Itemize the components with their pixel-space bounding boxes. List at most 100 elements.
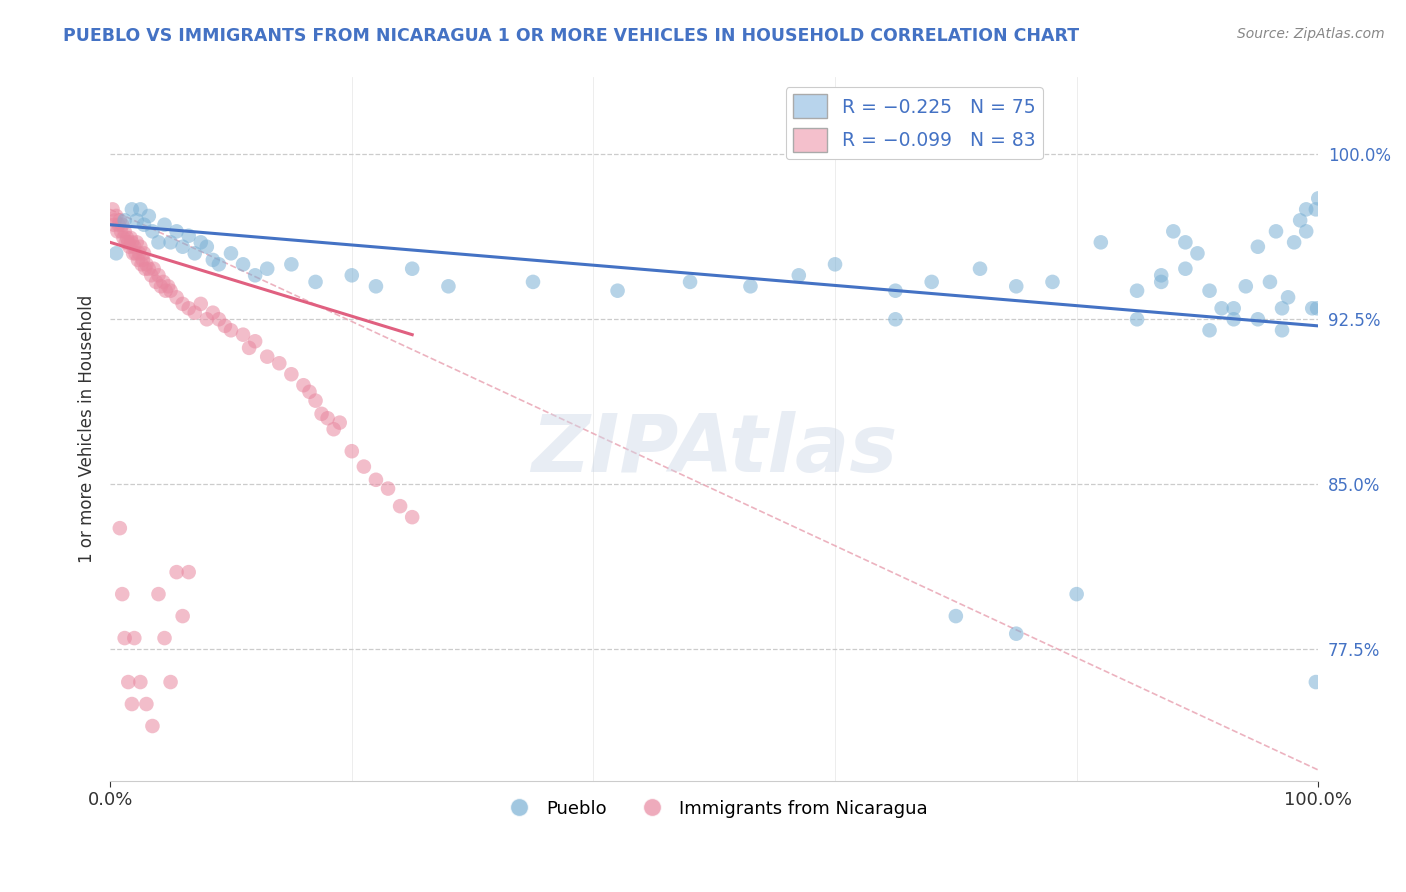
Point	[1308, 191, 1330, 205]
Point	[1066, 587, 1088, 601]
Point	[1247, 312, 1270, 326]
Point	[1198, 284, 1220, 298]
Point	[132, 218, 155, 232]
Point	[105, 246, 128, 260]
Point	[122, 246, 145, 260]
Point	[117, 675, 139, 690]
Point	[1005, 279, 1028, 293]
Point	[219, 323, 242, 337]
Point	[1005, 626, 1028, 640]
Point	[340, 444, 363, 458]
Point	[1271, 301, 1294, 316]
Point	[1271, 323, 1294, 337]
Point	[1247, 240, 1270, 254]
Point	[329, 416, 352, 430]
Point	[153, 218, 176, 232]
Point	[105, 209, 128, 223]
Point	[172, 297, 194, 311]
Point	[149, 279, 172, 293]
Point	[969, 261, 991, 276]
Point	[183, 246, 205, 260]
Point	[195, 240, 218, 254]
Point	[1305, 202, 1327, 217]
Point	[353, 459, 375, 474]
Point	[219, 246, 242, 260]
Point	[1234, 279, 1257, 293]
Point	[1282, 235, 1305, 250]
Point	[679, 275, 702, 289]
Point	[364, 279, 387, 293]
Point	[1090, 235, 1112, 250]
Point	[364, 473, 387, 487]
Point	[787, 268, 810, 283]
Point	[522, 275, 544, 289]
Point	[124, 240, 146, 254]
Point	[945, 609, 967, 624]
Point	[884, 284, 907, 298]
Point	[138, 209, 160, 223]
Point	[135, 697, 157, 711]
Point	[121, 697, 143, 711]
Point	[121, 235, 143, 250]
Point	[1277, 290, 1299, 304]
Point	[159, 675, 181, 690]
Point	[141, 719, 163, 733]
Point	[1187, 246, 1209, 260]
Point	[127, 252, 149, 267]
Point	[114, 224, 136, 238]
Point	[101, 202, 124, 217]
Point	[115, 235, 138, 250]
Point	[1161, 224, 1184, 238]
Point	[131, 257, 153, 271]
Point	[107, 224, 129, 238]
Point	[311, 407, 333, 421]
Point	[316, 411, 339, 425]
Point	[1265, 224, 1288, 238]
Point	[148, 235, 170, 250]
Point	[183, 306, 205, 320]
Point	[401, 261, 423, 276]
Point	[128, 246, 150, 260]
Text: ZIPAtlas: ZIPAtlas	[531, 411, 897, 490]
Point	[166, 565, 188, 579]
Point	[340, 268, 363, 283]
Point	[190, 235, 212, 250]
Point	[243, 268, 266, 283]
Point	[166, 224, 188, 238]
Point	[824, 257, 846, 271]
Point	[129, 675, 152, 690]
Point	[104, 213, 127, 227]
Point	[377, 482, 399, 496]
Point	[1222, 301, 1244, 316]
Point	[1258, 275, 1281, 289]
Point	[437, 279, 460, 293]
Point	[190, 297, 212, 311]
Point	[132, 246, 155, 260]
Point	[1150, 275, 1173, 289]
Point	[110, 224, 132, 238]
Point	[1289, 213, 1312, 227]
Point	[159, 235, 181, 250]
Point	[124, 631, 146, 645]
Point	[177, 228, 200, 243]
Point	[243, 334, 266, 349]
Point	[280, 368, 302, 382]
Point	[292, 378, 315, 392]
Point	[1305, 675, 1327, 690]
Point	[138, 261, 160, 276]
Point	[884, 312, 907, 326]
Point	[208, 257, 231, 271]
Point	[111, 587, 134, 601]
Point	[304, 393, 326, 408]
Point	[115, 231, 138, 245]
Point	[606, 284, 628, 298]
Point	[1174, 235, 1197, 250]
Point	[114, 631, 136, 645]
Point	[153, 631, 176, 645]
Point	[1174, 261, 1197, 276]
Point	[142, 261, 165, 276]
Point	[298, 384, 321, 399]
Point	[256, 261, 278, 276]
Point	[1295, 202, 1317, 217]
Point	[195, 312, 218, 326]
